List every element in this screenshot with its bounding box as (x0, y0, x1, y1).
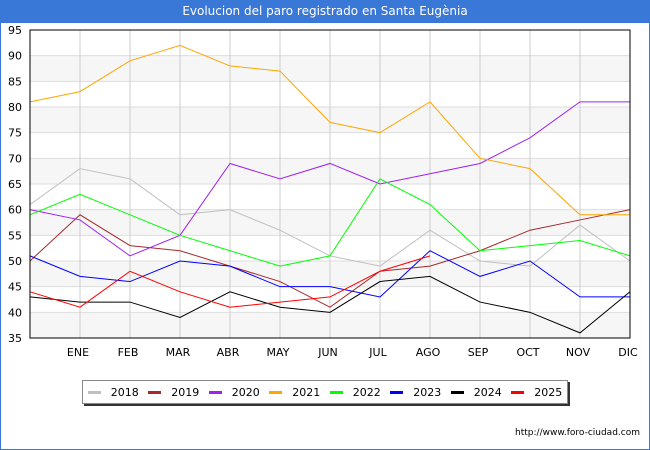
y-tick-label: 45 (8, 281, 22, 294)
source-url: http://www.foro-ciudad.com (515, 428, 640, 438)
x-tick-label: FEB (118, 346, 139, 359)
x-tick-label: OCT (516, 346, 539, 359)
series-lines (29, 44, 631, 334)
y-tick-label: 60 (8, 204, 22, 217)
legend-swatch (208, 390, 222, 394)
y-tick-label: 70 (8, 152, 22, 165)
x-tick-label: MAY (267, 346, 290, 359)
y-tick-label: 35 (8, 332, 22, 345)
y-tick-label: 50 (8, 255, 22, 268)
series-line-2024 (29, 275, 631, 334)
y-tick-label: 75 (8, 127, 22, 140)
y-tick-label: 95 (8, 24, 22, 37)
legend-swatch (329, 390, 343, 394)
series-line-2025 (29, 255, 431, 308)
legend-swatch (511, 390, 525, 394)
series-line-2023 (29, 250, 630, 298)
legend-item-2023: 2023 (390, 386, 441, 399)
y-tick-label: 90 (8, 50, 22, 63)
plot-border (29, 29, 631, 339)
x-tick-label: SEP (468, 346, 489, 359)
legend-swatch (450, 390, 464, 394)
legend-label: 2023 (413, 385, 442, 399)
chart-title: Evolucion del paro registrado en Santa E… (0, 0, 650, 23)
x-tick-label: JUL (368, 346, 387, 359)
legend-item-2024: 2024 (450, 385, 502, 399)
legend-item-2020: 2020 (208, 385, 260, 399)
legend-label: 2018 (110, 385, 139, 399)
y-tick-label: 80 (8, 101, 22, 114)
legend-item-2018: 2018 (87, 385, 139, 399)
series-line-2021 (29, 44, 630, 216)
x-tick-label: AGO (416, 346, 441, 359)
x-tick-label: NOV (566, 346, 591, 359)
y-tick-label: 85 (8, 75, 22, 88)
series-line-2019 (29, 209, 631, 308)
x-tick-label: MAR (166, 346, 191, 359)
legend-label: 2024 (473, 385, 502, 399)
y-tick-label: 65 (8, 178, 22, 191)
legend-label: 2021 (292, 385, 321, 399)
series-line-2022 (29, 178, 631, 267)
legend-swatch (390, 390, 404, 394)
y-tick-label: 55 (8, 229, 22, 242)
legend-swatch (148, 390, 162, 394)
legend-label: 2020 (231, 385, 260, 399)
y-tick-label: 40 (8, 306, 22, 319)
legend-label: 2019 (171, 385, 200, 399)
x-axis-ticks: ENE FEB MAR ABR MAY JUN JUL AGO SEP OCT NOV DIC (67, 346, 638, 359)
legend-item-2019: 2019 (148, 386, 199, 399)
legend-swatch (269, 390, 283, 394)
legend-item-2025: 2025 (511, 386, 562, 399)
y-axis-ticks: 35 40 45 50 55 60 65 70 75 80 85 90 95 (8, 24, 22, 345)
x-tick-label: DIC (618, 346, 638, 359)
legend-label: 2022 (352, 385, 381, 399)
legend-item-2021: 2021 (269, 386, 320, 399)
series-line-2020 (29, 101, 630, 257)
x-tick-label: ENE (67, 346, 89, 359)
x-tick-label: ABR (217, 346, 240, 359)
legend-swatch (87, 390, 101, 394)
legend-item-2022: 2022 (329, 385, 381, 399)
legend: 2018 2019 2020 2021 2022 2023 2024 2025 (82, 380, 568, 404)
x-tick-label: JUN (317, 346, 338, 359)
legend-label: 2025 (534, 385, 563, 399)
